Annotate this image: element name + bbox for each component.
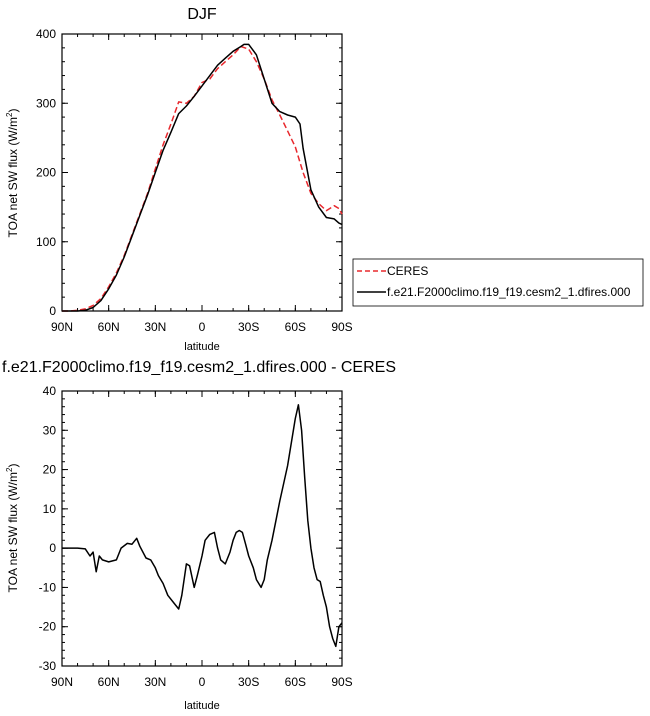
bottom-panel-y-ticks: -30 -20 -10 0 10 20 30 40 xyxy=(39,384,342,673)
bottom-panel-series-line-0 xyxy=(62,404,343,648)
legend: CERES f.e21.F2000climo.f19_f19.cesm2_1.d… xyxy=(352,258,644,307)
top-panel-y-axis-label-main: TOA net SW flux (W/m xyxy=(6,117,20,237)
bottom-panel-x-axis-label: latitude xyxy=(184,700,219,712)
top-panel-y-axis-label-close: ) xyxy=(6,109,20,113)
top-panel-title: DJF xyxy=(187,6,217,23)
bottom-panel-y-tick-label: 30 xyxy=(43,423,57,437)
top-panel: DJF 90N 60N 30N 0 30S 60S 90S 0 100 200 300 400 la… xyxy=(5,6,644,353)
top-panel-x-tick-label: 30N xyxy=(144,320,166,334)
top-panel-x-ticks: 90N 60N 30N 0 30S 60S 90S xyxy=(51,34,353,334)
top-panel-x-tick-label: 90N xyxy=(51,320,73,334)
top-panel-x-tick-label: 90S xyxy=(331,320,352,334)
top-panel-x-tick-label: 60S xyxy=(285,320,306,334)
bottom-panel: f.e21.F2000climo.f19_f19.cesm2_1.dfires.… xyxy=(2,359,396,712)
bottom-panel-x-tick-label: 60S xyxy=(285,675,306,689)
bottom-panel-y-axis-label-close: ) xyxy=(6,464,20,468)
bottom-panel-x-tick-label: 30N xyxy=(144,675,166,689)
bottom-panel-x-tick-label: 60N xyxy=(98,675,120,689)
bottom-panel-x-tick-label: 90N xyxy=(51,675,73,689)
top-panel-series-line-1 xyxy=(62,43,343,312)
bottom-panel-y-axis-label-sup: 2 xyxy=(5,467,14,472)
top-panel-y-tick-label: 400 xyxy=(36,27,56,41)
bottom-panel-y-axis-label: TOA net SW flux (W/m2) xyxy=(5,464,20,593)
bottom-panel-x-tick-label: 30S xyxy=(238,675,259,689)
top-panel-y-tick-label: 100 xyxy=(36,235,56,249)
top-panel-frame xyxy=(61,33,343,312)
bottom-panel-frame xyxy=(61,390,343,667)
bottom-panel-y-tick-label: -20 xyxy=(39,620,57,634)
bottom-panel-title: f.e21.F2000climo.f19_f19.cesm2_1.dfires.… xyxy=(2,359,396,376)
top-panel-y-tick-label: 200 xyxy=(36,166,56,180)
legend-model-label: f.e21.F2000climo.f19_f19.cesm2_1.dfires.… xyxy=(387,285,631,299)
top-panel-y-tick-label: 0 xyxy=(49,304,56,318)
top-panel-x-tick-label: 0 xyxy=(199,320,206,334)
top-panel-series xyxy=(62,43,343,312)
legend-ceres-label: CERES xyxy=(387,264,428,278)
bottom-panel-y-tick-label: -10 xyxy=(39,580,57,594)
bottom-panel-x-ticks: 90N 60N 30N 0 30S 60S 90S xyxy=(51,391,353,689)
bottom-panel-series xyxy=(62,404,343,648)
bottom-panel-y-tick-label: 0 xyxy=(49,541,56,555)
top-panel-y-ticks: 0 100 200 300 400 xyxy=(36,27,342,318)
top-panel-y-axis-label: TOA net SW flux (W/m2) xyxy=(5,109,20,238)
top-panel-y-tick-label: 300 xyxy=(36,96,56,110)
bottom-panel-x-tick-label: 0 xyxy=(199,675,206,689)
top-panel-x-tick-label: 60N xyxy=(98,320,120,334)
legend-box xyxy=(352,258,644,307)
bottom-panel-x-tick-label: 90S xyxy=(331,675,352,689)
top-panel-y-axis-label-sup: 2 xyxy=(5,112,14,117)
bottom-panel-y-axis-label-main: TOA net SW flux (W/m xyxy=(6,472,20,592)
bottom-panel-y-tick-label: 40 xyxy=(43,384,57,398)
top-panel-x-tick-label: 30S xyxy=(238,320,259,334)
top-panel-x-axis-label: latitude xyxy=(184,341,219,353)
bottom-panel-y-tick-label: 20 xyxy=(43,463,57,477)
bottom-panel-y-tick-label: 10 xyxy=(43,502,57,516)
bottom-panel-y-tick-label: -30 xyxy=(39,659,57,673)
